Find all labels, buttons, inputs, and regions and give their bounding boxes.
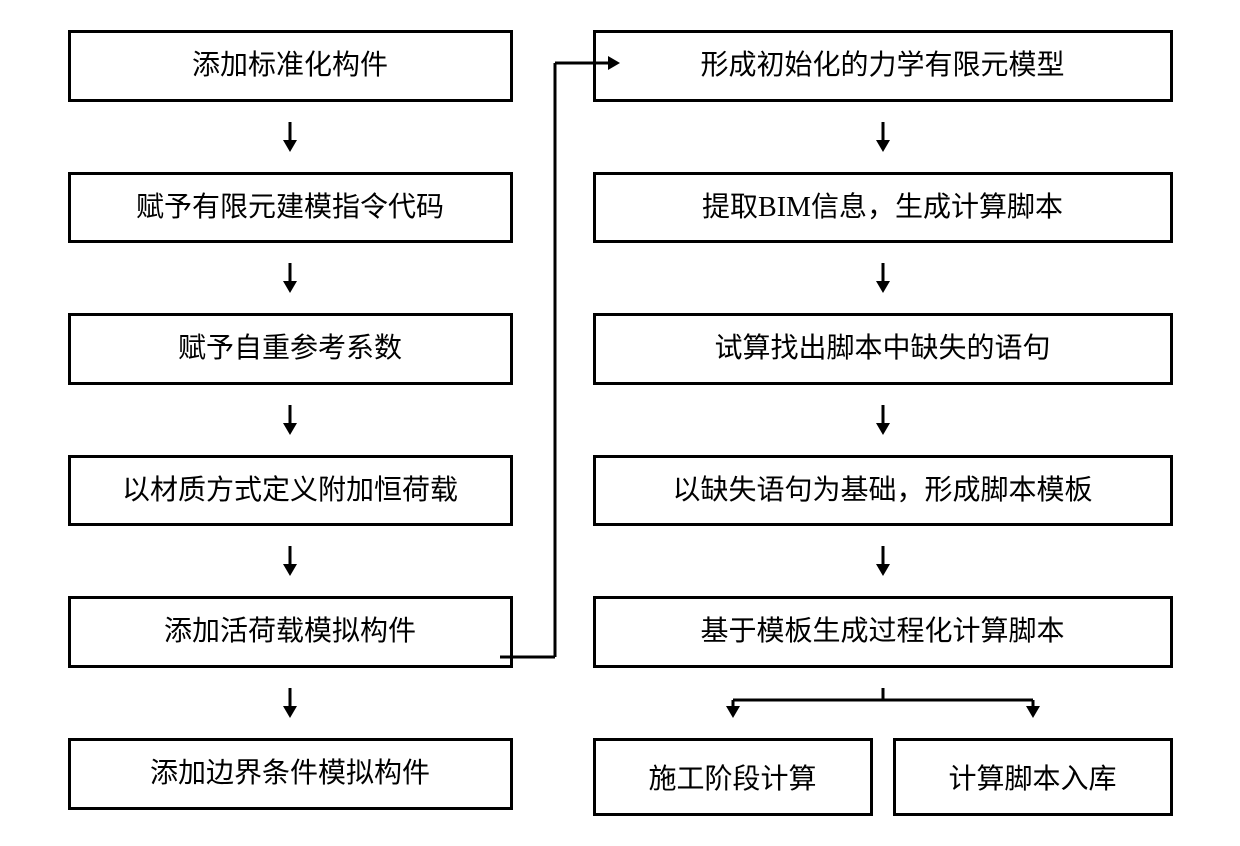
step-construction-calc: 施工阶段计算 [593,738,873,816]
step-live-load: 添加活荷载模拟构件 [68,596,513,668]
arrow-down-icon [275,405,305,435]
arrow-down-icon [868,122,898,152]
arrow-down-icon [275,263,305,293]
step-trial-calculation: 试算找出脚本中缺失的语句 [593,313,1173,385]
arrow-down-icon [868,405,898,435]
step-script-template: 以缺失语句为基础，形成脚本模板 [593,455,1173,527]
arrow-down-icon [275,546,305,576]
arrow-down-icon [275,122,305,152]
step-weight-coefficient: 赋予自重参考系数 [68,313,513,385]
step-fem-code: 赋予有限元建模指令代码 [68,172,513,244]
arrow-down-icon [275,688,305,718]
column-connector-arrow [500,30,670,730]
step-procedural-script: 基于模板生成过程化计算脚本 [593,596,1173,668]
step-script-storage: 计算脚本入库 [893,738,1173,816]
step-material-load: 以材质方式定义附加恒荷载 [68,455,513,527]
step-init-fem-model: 形成初始化的力学有限元模型 [593,30,1173,102]
step-boundary-condition: 添加边界条件模拟构件 [68,738,513,810]
split-arrow-icon [593,688,1173,718]
right-column: 形成初始化的力学有限元模型 提取BIM信息，生成计算脚本 试算找出脚本中缺失的语… [593,30,1173,816]
arrow-down-icon [868,263,898,293]
step-extract-bim: 提取BIM信息，生成计算脚本 [593,172,1173,244]
step-add-standard-component: 添加标准化构件 [68,30,513,102]
split-results: 施工阶段计算 计算脚本入库 [593,738,1173,816]
left-column: 添加标准化构件 赋予有限元建模指令代码 赋予自重参考系数 以材质方式定义附加恒荷… [68,30,513,816]
arrow-down-icon [868,546,898,576]
